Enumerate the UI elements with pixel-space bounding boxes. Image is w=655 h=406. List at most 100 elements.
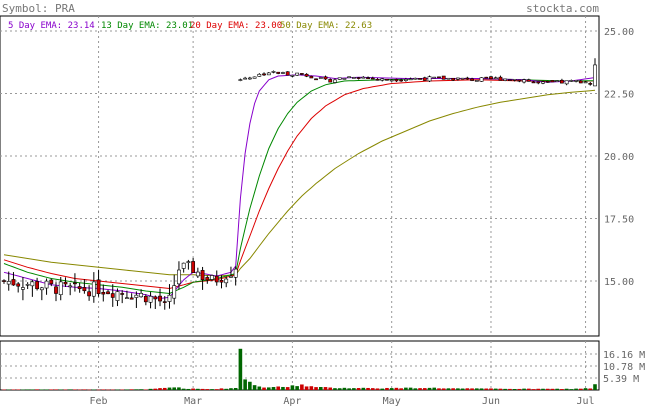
volume-bar: [593, 384, 597, 390]
candles: [2, 58, 597, 310]
volume-bar: [233, 388, 238, 390]
candle: [455, 77, 460, 81]
candle-body: [125, 297, 129, 299]
candle-body: [172, 285, 177, 299]
volume-bar: [569, 389, 574, 390]
candle-body: [87, 291, 92, 297]
candle: [68, 282, 73, 296]
candle: [437, 76, 441, 79]
candle-body: [134, 294, 139, 298]
volume-bar: [257, 386, 262, 390]
volume-bar: [276, 386, 281, 390]
candle-body: [200, 270, 205, 281]
volume-bar: [484, 388, 489, 390]
candle-body: [385, 78, 389, 81]
volume-bar: [153, 388, 158, 390]
candle: [427, 75, 432, 83]
candle: [262, 72, 266, 76]
volume-bar: [352, 388, 356, 390]
candle-body: [224, 278, 229, 284]
volume-bar: [238, 348, 243, 390]
volume-bar: [139, 389, 143, 390]
volume-bar: [555, 388, 559, 390]
candle: [351, 76, 356, 79]
candle: [129, 293, 134, 300]
candle: [35, 277, 39, 291]
candle: [446, 77, 451, 80]
volume-bar: [314, 387, 318, 390]
candle: [21, 277, 25, 301]
candle-body: [247, 77, 252, 80]
legend-ema50: 50 Day EMA: 22.63: [280, 21, 372, 31]
candle-body: [342, 78, 347, 80]
candle: [6, 271, 11, 291]
candle-body: [229, 275, 233, 278]
volume-bar: [333, 388, 337, 390]
candle-body: [115, 291, 120, 301]
volume-bar: [356, 388, 361, 390]
candle: [110, 284, 115, 307]
volume-bar: [427, 387, 432, 390]
candle: [403, 77, 408, 82]
volume-bar: [394, 387, 399, 390]
candle: [545, 80, 550, 83]
candle: [333, 78, 337, 84]
volume-tick-label: 5.39 M: [603, 374, 639, 385]
candle-body: [517, 79, 522, 82]
volume-bar: [512, 388, 517, 390]
volume-bar: [493, 388, 498, 390]
candle-body: [295, 72, 300, 76]
candle-body: [39, 287, 44, 291]
candle: [167, 284, 172, 309]
candle: [408, 77, 413, 81]
candle-body: [560, 79, 564, 84]
volume-bar: [337, 388, 342, 390]
candle-body: [257, 73, 262, 77]
volume-bar: [300, 384, 304, 390]
volume-bar: [266, 387, 271, 390]
volume-bar: [11, 389, 16, 391]
candle: [564, 80, 569, 86]
candle: [441, 75, 446, 80]
volume-bar: [413, 388, 418, 390]
candle: [181, 262, 186, 273]
volume-bar: [224, 388, 229, 390]
candle-body: [233, 268, 238, 278]
volume-bars: [2, 348, 597, 391]
candle-body: [129, 297, 134, 300]
candle-body: [167, 294, 172, 302]
volume-bar: [44, 389, 49, 390]
candle: [413, 77, 418, 80]
volume-bar: [134, 389, 139, 390]
volume-bar: [63, 389, 68, 391]
volume-bar: [588, 388, 593, 390]
volume-bar: [323, 387, 328, 390]
candle-body: [73, 282, 77, 285]
volume-bar: [541, 388, 545, 390]
candle-body: [91, 281, 96, 297]
volume-bar: [172, 387, 177, 390]
candle: [399, 78, 404, 82]
volume-bar: [564, 388, 569, 390]
candle: [361, 76, 366, 79]
volume-bar: [158, 388, 162, 390]
candle-body: [63, 281, 68, 285]
candle-body: [578, 80, 583, 84]
candle-body: [285, 71, 290, 76]
volume-bar: [318, 387, 323, 390]
candle-body: [162, 301, 167, 303]
candle-body: [550, 80, 555, 83]
candle: [39, 286, 44, 301]
date-tick-label: Apr: [283, 396, 301, 406]
volume-bar: [129, 389, 134, 390]
candle: [526, 78, 531, 82]
candle: [503, 78, 508, 82]
volume-bar: [422, 388, 427, 390]
candle: [54, 282, 58, 302]
volume-bar: [16, 389, 20, 390]
volume-bar: [290, 385, 295, 390]
candle: [465, 76, 470, 80]
candle-body: [451, 77, 456, 81]
volume-bar: [200, 388, 205, 390]
volume-bar: [522, 388, 526, 390]
